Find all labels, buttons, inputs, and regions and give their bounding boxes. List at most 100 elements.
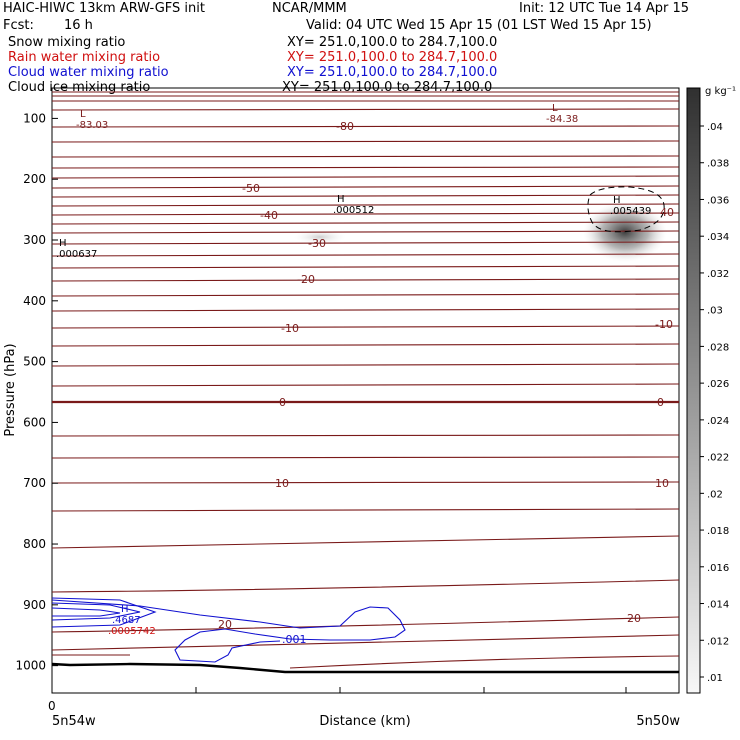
- colorbar-tick-label: .01: [707, 673, 723, 684]
- plot-frame: [51, 87, 680, 694]
- isotherm: [51, 343, 680, 347]
- y-tick-label: 700: [23, 476, 46, 490]
- isotherm: [51, 481, 680, 484]
- colorbar-tick-label: .036: [707, 195, 729, 206]
- isotherm: [51, 325, 680, 329]
- field-snow-xy: XY= 251.0,100.0 to 284.7,100.0: [287, 35, 498, 50]
- colorbar-tick-label: .014: [707, 600, 729, 611]
- org-label: NCAR/MMM: [272, 1, 347, 16]
- field-rain-xy: XY= 251.0,100.0 to 284.7,100.0: [287, 50, 498, 65]
- isotherm: [51, 634, 680, 651]
- high-marker: H: [337, 194, 345, 205]
- isotherm: [51, 456, 680, 459]
- isotherm: [51, 434, 680, 437]
- colorbar-tick-label: .03: [707, 306, 723, 317]
- y-tick-label: 800: [23, 537, 46, 551]
- temp-label: -10: [281, 322, 299, 335]
- temp-label: -80: [336, 120, 354, 133]
- isotherm: [51, 140, 680, 143]
- cloud-ice-shading-small: [294, 230, 346, 244]
- field-cloudwater-name: Cloud water mixing ratio: [8, 65, 169, 80]
- temp-label: -40: [260, 209, 278, 222]
- colorbar-tick-label: .028: [707, 342, 729, 353]
- temperature-labels: -80 -50 -40 -30 -20 -10 -10 0 0 10 10 20…: [242, 120, 674, 625]
- y-tick-label: 300: [23, 233, 46, 247]
- cloud-ice-contour: [587, 186, 665, 233]
- low-marker: L: [552, 103, 558, 114]
- colorbar-tick-label: .032: [707, 269, 729, 280]
- temp-label: -50: [242, 182, 260, 195]
- isotherm: [51, 212, 680, 216]
- colorbar: .01 .012 .014 .016 .018 .02 .022 .024 .026 .028 .0…: [686, 86, 736, 694]
- isotherm: [51, 185, 680, 189]
- rain-contour-label: 20: [218, 618, 232, 631]
- y-tick-label: 100: [23, 111, 46, 125]
- y-axis-title: Pressure (hPa): [3, 343, 18, 436]
- cloud-water-contour: [51, 602, 141, 621]
- y-tick-label: 400: [23, 294, 46, 308]
- isotherm: [51, 535, 680, 549]
- model-title: HAIC-HIWC 13km ARW-GFS init: [3, 1, 205, 16]
- isotherm: [51, 253, 680, 257]
- x-end-label: 5n50w: [636, 714, 680, 729]
- x-axis-ticks: [195, 687, 627, 693]
- isotherm: [51, 278, 680, 282]
- colorbar-tick-label: .022: [707, 453, 729, 464]
- colorbar-tick-label: .02: [707, 489, 723, 500]
- high-marker: H: [59, 238, 67, 249]
- temp-label: -20: [297, 273, 315, 286]
- y-axis: 100 200 300 400 500 600 700 800 900 1000: [15, 111, 58, 673]
- temperature-contours: [51, 91, 680, 669]
- isotherm: [51, 579, 680, 593]
- colorbar-tick-label: .038: [707, 159, 729, 170]
- isotherm: [51, 363, 680, 367]
- field-snow-name: Snow mixing ratio: [8, 35, 126, 50]
- isotherm: [51, 308, 680, 312]
- y-tick-label: 1000: [15, 659, 46, 673]
- isotherm: [51, 383, 680, 387]
- high-marker: H: [613, 195, 621, 206]
- colorbar-tick-label: .016: [707, 563, 729, 574]
- temp-label: 0: [657, 396, 664, 409]
- high-value: .005439: [610, 206, 651, 217]
- y-tick-label: 200: [23, 172, 46, 186]
- x-zero-label: 0: [48, 699, 56, 713]
- forecast-hours: 16 h: [64, 18, 93, 33]
- high-value: .000637: [56, 249, 97, 260]
- temp-label: 10: [655, 477, 669, 490]
- y-tick-label: 900: [23, 598, 46, 612]
- isotherm: [51, 194, 680, 198]
- low-value: -83.03: [76, 120, 108, 131]
- temp-label: -10: [655, 318, 673, 331]
- low-value: -84.38: [546, 114, 578, 125]
- cloud-water-contour: [51, 607, 121, 617]
- init-time: Init: 12 UTC Tue 14 Apr 15: [519, 1, 690, 16]
- colorbar-tick-label: .018: [707, 526, 729, 537]
- isotherm: [51, 108, 680, 111]
- cloud-water-label: .001: [282, 633, 307, 646]
- field-rain-name: Rain water mixing ratio: [8, 50, 161, 65]
- isotherm: [51, 230, 680, 234]
- temp-label: 40: [660, 206, 674, 219]
- cloud-water-contour: [51, 599, 406, 663]
- y-tick-label: 600: [23, 415, 46, 429]
- temp-label: 10: [275, 477, 289, 490]
- colorbar-fill: [686, 87, 701, 694]
- high-value: .000512: [333, 205, 374, 216]
- extrema-labels: L -83.03 L -84.38 H .000512 H .005439 H …: [56, 103, 651, 646]
- cloud-water-contours: [51, 597, 406, 663]
- colorbar-tick-label: .026: [707, 379, 729, 390]
- temp-label: -30: [308, 237, 326, 250]
- forecast-label: Fcst:: [3, 18, 34, 33]
- rain-value: .0005742: [108, 626, 156, 637]
- isotherm: [51, 155, 680, 158]
- temp-label: 0: [279, 396, 286, 409]
- isotherm: [51, 203, 680, 207]
- temp-label: 20: [627, 612, 641, 625]
- high-value: .4687: [112, 615, 141, 626]
- isotherm: [51, 175, 680, 179]
- terrain-line: [51, 662, 679, 674]
- isotherm: [51, 508, 680, 512]
- y-tick-label: 500: [23, 355, 46, 369]
